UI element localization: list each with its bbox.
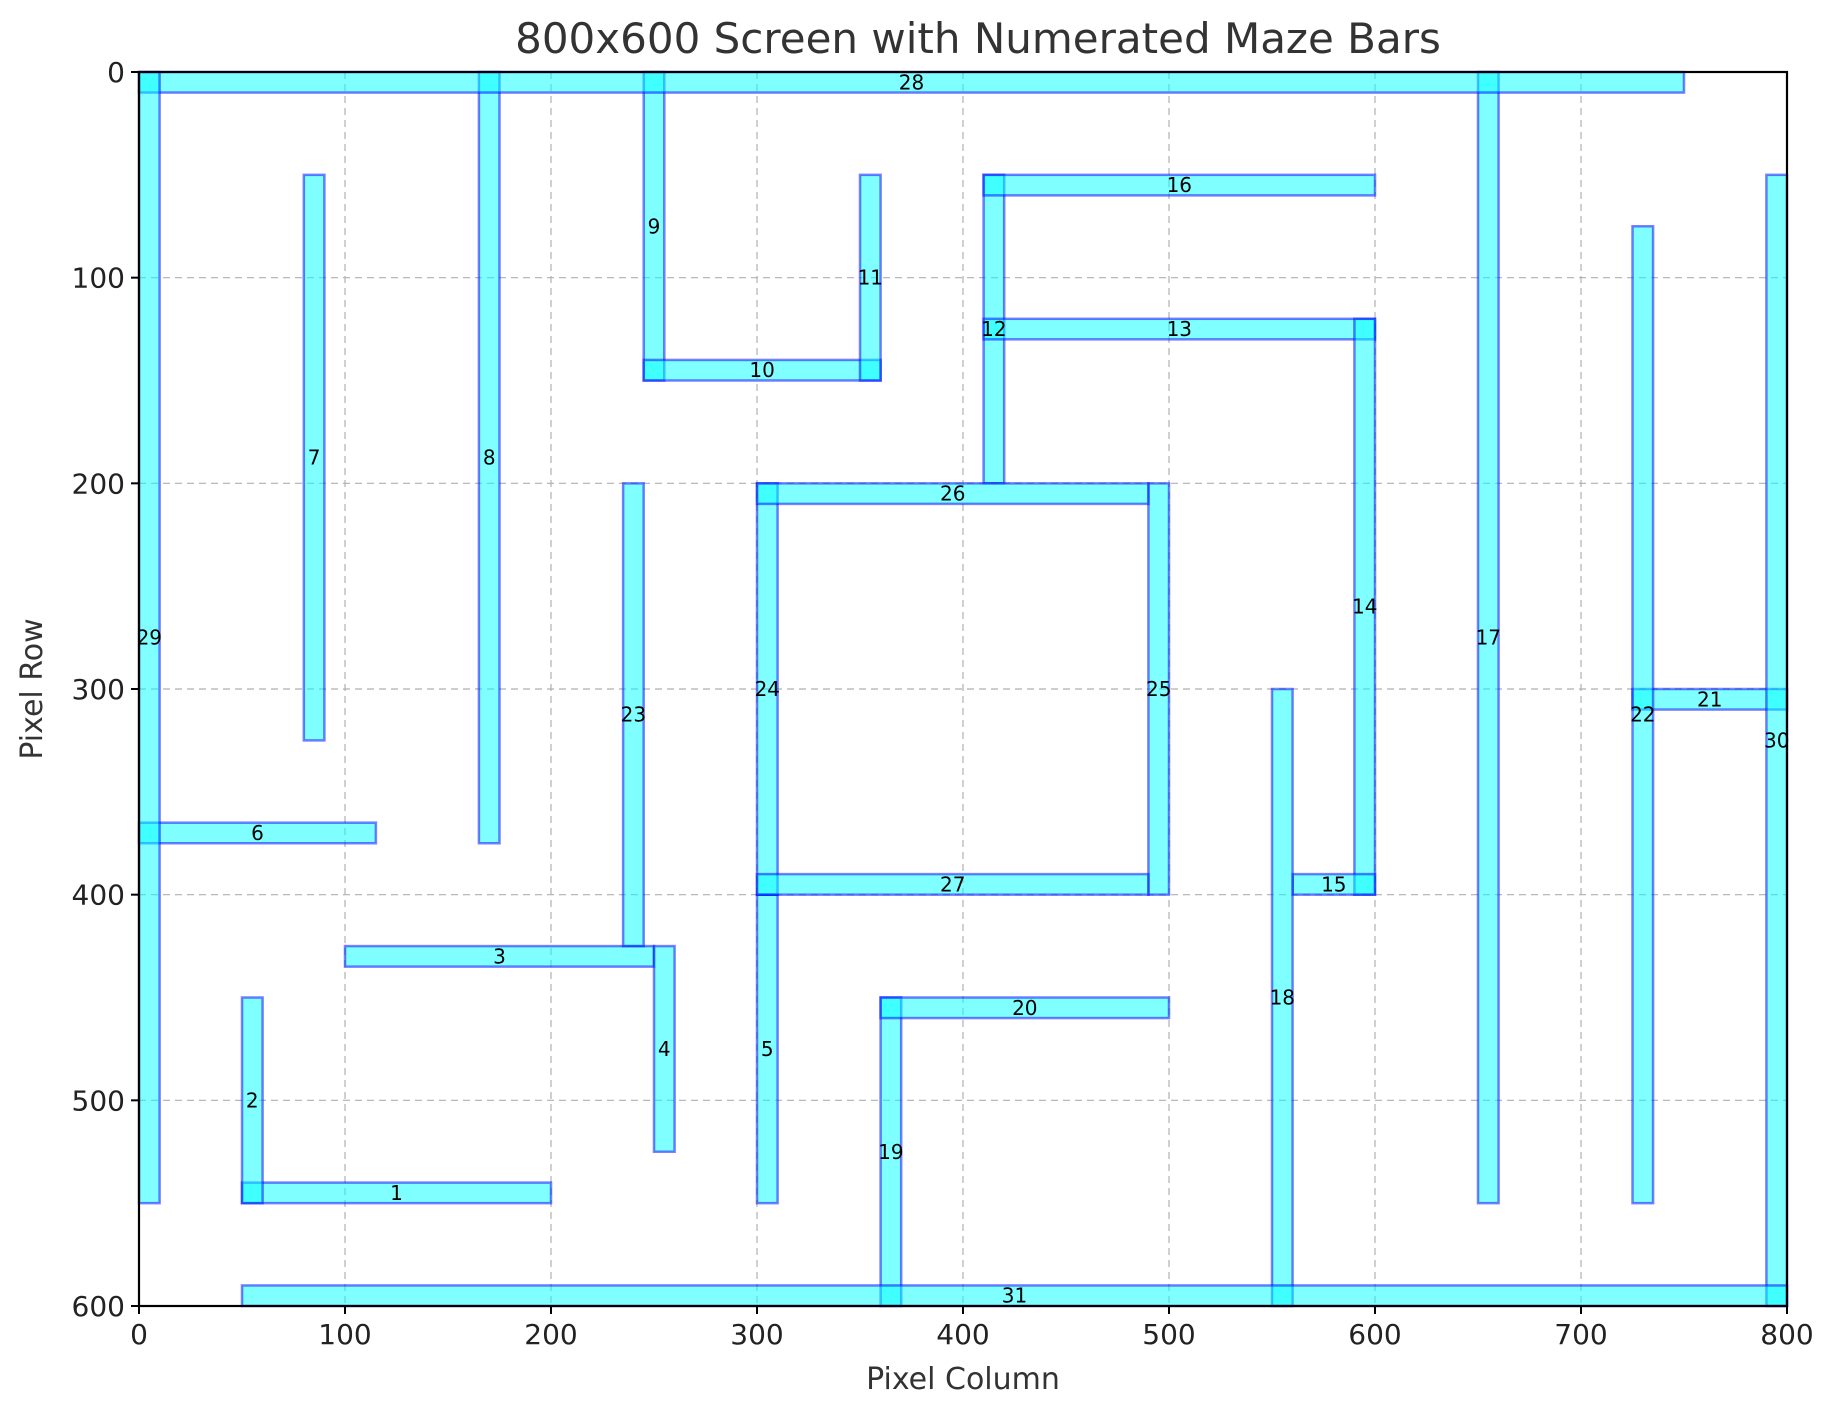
x-tick-label-500: 500 xyxy=(1142,1318,1195,1351)
x-axis-label: Pixel Column xyxy=(866,1362,1060,1397)
maze-bar-label-22: 22 xyxy=(1630,703,1655,727)
maze-bar-23 xyxy=(621,482,645,948)
x-tick-label-800: 800 xyxy=(1760,1318,1813,1351)
y-tick-label-0: 0 xyxy=(107,56,125,89)
maze-bar-label-21: 21 xyxy=(1697,687,1722,711)
maze-bar-label-16: 16 xyxy=(1167,173,1192,197)
maze-bar-label-4: 4 xyxy=(658,1037,671,1061)
x-tick-label-400: 400 xyxy=(936,1318,989,1351)
x-tick-label-700: 700 xyxy=(1554,1318,1607,1351)
maze-bar-label-19: 19 xyxy=(878,1140,903,1164)
maze-bar-27 xyxy=(755,872,1150,896)
y-tick-label-400: 400 xyxy=(72,879,125,912)
maze-bar-label-7: 7 xyxy=(308,446,321,470)
grid-lines xyxy=(138,71,1788,1307)
maze-bar-11 xyxy=(858,173,882,382)
maze-bar-label-20: 20 xyxy=(1012,996,1037,1020)
maze-bar-2 xyxy=(240,996,264,1205)
chart-title: 800x600 Screen with Numerated Maze Bars xyxy=(515,14,1441,63)
maze-bar-label-9: 9 xyxy=(648,214,661,238)
maze-bar-4 xyxy=(652,944,676,1153)
x-tick-label-0: 0 xyxy=(130,1318,148,1351)
maze-bar-label-30: 30 xyxy=(1764,728,1789,752)
maze-bar-26 xyxy=(755,482,1150,506)
maze-bar-label-24: 24 xyxy=(755,677,780,701)
maze-bar-label-26: 26 xyxy=(940,482,965,506)
maze-bar-label-12: 12 xyxy=(981,317,1006,341)
maze-bar-16 xyxy=(982,173,1377,197)
maze-bar-label-6: 6 xyxy=(251,821,264,845)
y-tick-label-500: 500 xyxy=(72,1084,125,1117)
x-tick-label-600: 600 xyxy=(1348,1318,1401,1351)
maze-bar-label-25: 25 xyxy=(1146,677,1171,701)
maze-bar-label-2: 2 xyxy=(246,1088,259,1112)
y-tick-label-300: 300 xyxy=(72,673,125,706)
maze-bar-label-11: 11 xyxy=(858,266,883,290)
maze-bar-label-8: 8 xyxy=(483,446,496,470)
maze-bar-label-13: 13 xyxy=(1167,317,1192,341)
maze-bar-label-1: 1 xyxy=(390,1181,403,1205)
maze-bar-label-29: 29 xyxy=(137,626,162,650)
y-tick-label-100: 100 xyxy=(72,262,125,295)
maze-bar-22 xyxy=(1631,225,1655,1205)
maze-bar-label-27: 27 xyxy=(940,872,965,896)
y-tick-label-200: 200 xyxy=(72,467,125,500)
maze-bar-label-5: 5 xyxy=(761,1037,774,1061)
maze-bar-label-23: 23 xyxy=(621,703,646,727)
maze-bar-25 xyxy=(1147,482,1171,896)
maze-bar-label-18: 18 xyxy=(1270,986,1295,1010)
x-tick-label-200: 200 xyxy=(524,1318,577,1351)
maze-bar-label-31: 31 xyxy=(1002,1284,1027,1308)
maze-bar-label-14: 14 xyxy=(1352,595,1377,619)
y-axis-label: Pixel Row xyxy=(15,618,50,759)
maze-bar-label-3: 3 xyxy=(493,944,506,968)
maze-bar-7 xyxy=(302,173,326,742)
maze-bar-label-17: 17 xyxy=(1476,626,1501,650)
maze-bar-label-10: 10 xyxy=(749,358,774,382)
axis-ticks: 0 100 200 300 400 500 600 700 800 0 100 200 300 400 50… xyxy=(72,56,1814,1351)
y-tick-label-600: 600 xyxy=(72,1290,125,1323)
maze-bar-label-28: 28 xyxy=(899,70,924,94)
x-tick-label-300: 300 xyxy=(730,1318,783,1351)
maze-bar-20 xyxy=(879,996,1171,1020)
maze-bar-label-15: 15 xyxy=(1321,872,1346,896)
x-tick-label-100: 100 xyxy=(318,1318,371,1351)
